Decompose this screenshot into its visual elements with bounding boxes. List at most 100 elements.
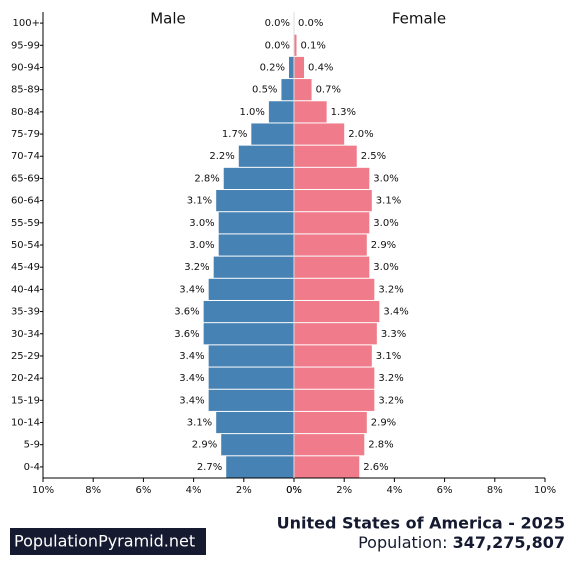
male-value-label: 3.4% [179, 395, 204, 406]
x-tick-label: 4% [386, 485, 402, 496]
female-value-label: 0.0% [298, 18, 323, 29]
male-bar [208, 367, 294, 389]
male-bar [213, 256, 294, 278]
x-tick-label: 0% [286, 485, 302, 496]
age-label: 35-39 [11, 307, 40, 318]
female-bar [294, 367, 375, 389]
x-tick-label: 4% [186, 485, 202, 496]
female-value-label: 3.1% [376, 196, 401, 207]
female-value-label: 2.6% [363, 462, 388, 473]
male-bar [208, 278, 294, 300]
male-bar [251, 123, 294, 145]
female-bar [294, 167, 370, 190]
male-value-label: 3.6% [174, 307, 199, 318]
x-tick-label: 6% [437, 485, 453, 496]
age-label: 5-9 [24, 440, 40, 451]
female-bar [294, 56, 305, 79]
population-line: Population: 347,275,807 [358, 533, 565, 552]
female-value-label: 1.3% [331, 107, 356, 118]
x-tick-label: 10% [32, 485, 54, 496]
male-bar [223, 167, 294, 190]
male-value-label: 3.0% [189, 240, 214, 251]
female-bar [294, 234, 367, 256]
age-label: 65-69 [11, 173, 40, 184]
male-bar [208, 389, 294, 411]
male-value-label: 2.7% [197, 462, 222, 473]
male-bar [288, 56, 294, 79]
female-bar [294, 345, 372, 367]
male-value-label: 1.7% [222, 129, 247, 140]
x-tick-label: 2% [336, 485, 352, 496]
age-label: 55-59 [11, 218, 40, 229]
female-value-label: 3.1% [376, 351, 401, 362]
x-tick-label: 8% [85, 485, 101, 496]
female-bar [294, 456, 360, 478]
age-label: 30-34 [11, 329, 40, 340]
male-value-label: 3.1% [187, 196, 212, 207]
age-label: 50-54 [11, 240, 40, 251]
female-value-label: 3.2% [378, 284, 403, 295]
female-value-label: 2.9% [371, 418, 396, 429]
age-label: 80-84 [11, 107, 40, 118]
female-value-label: 2.5% [361, 151, 386, 162]
country-title: United States of America - 2025 [277, 514, 565, 533]
age-label: 10-14 [11, 418, 40, 429]
male-bar [281, 79, 294, 101]
male-value-label: 0.5% [252, 85, 277, 96]
female-bar [294, 145, 357, 167]
male-value-label: 2.2% [209, 151, 234, 162]
female-value-label: 0.7% [316, 85, 341, 96]
x-tick-label: 2% [236, 485, 252, 496]
male-value-label: 0.2% [260, 62, 285, 73]
x-tick-label: 0% [286, 485, 302, 496]
x-tick-label: 8% [487, 485, 503, 496]
x-tick-label: 10% [534, 485, 556, 496]
female-bar [294, 300, 380, 323]
male-bar [203, 323, 294, 345]
female-value-label: 3.0% [373, 173, 398, 184]
male-bar [238, 145, 294, 167]
age-label: 60-64 [11, 196, 40, 207]
female-bar [294, 123, 345, 145]
age-label: 15-19 [11, 395, 40, 406]
female-bar [294, 101, 327, 123]
age-label: 85-89 [11, 85, 40, 96]
female-value-label: 0.1% [301, 40, 326, 51]
age-label: 90-94 [11, 62, 40, 73]
age-label: 25-29 [11, 351, 40, 362]
female-value-label: 3.4% [383, 307, 408, 318]
age-label: 40-44 [11, 284, 40, 295]
male-value-label: 3.4% [179, 351, 204, 362]
male-bar [268, 101, 294, 123]
x-tick-label: 6% [135, 485, 151, 496]
male-bar [203, 300, 294, 323]
male-bar [226, 456, 294, 478]
age-label: 45-49 [11, 262, 40, 273]
male-value-label: 1.0% [239, 107, 264, 118]
male-bar [216, 411, 294, 434]
population-value: 347,275,807 [453, 533, 565, 552]
age-label: 70-74 [11, 151, 40, 162]
female-value-label: 2.8% [368, 440, 393, 451]
male-bar [218, 212, 294, 234]
male-value-label: 3.2% [184, 262, 209, 273]
female-bar [294, 190, 372, 212]
male-value-label: 3.1% [187, 418, 212, 429]
female-bar [294, 278, 375, 300]
age-label: 0-4 [24, 462, 40, 473]
male-bar [218, 234, 294, 256]
female-bar [294, 411, 367, 434]
female-value-label: 2.0% [348, 129, 373, 140]
age-label: 75-79 [11, 129, 40, 140]
female-bar [294, 434, 365, 456]
male-value-label: 3.4% [179, 373, 204, 384]
female-bar [294, 34, 297, 56]
male-value-label: 2.8% [194, 173, 219, 184]
female-value-label: 3.0% [373, 218, 398, 229]
female-bar [294, 323, 377, 345]
female-value-label: 3.2% [378, 373, 403, 384]
male-value-label: 2.9% [192, 440, 217, 451]
male-bar [208, 345, 294, 367]
brand-box [10, 528, 206, 555]
